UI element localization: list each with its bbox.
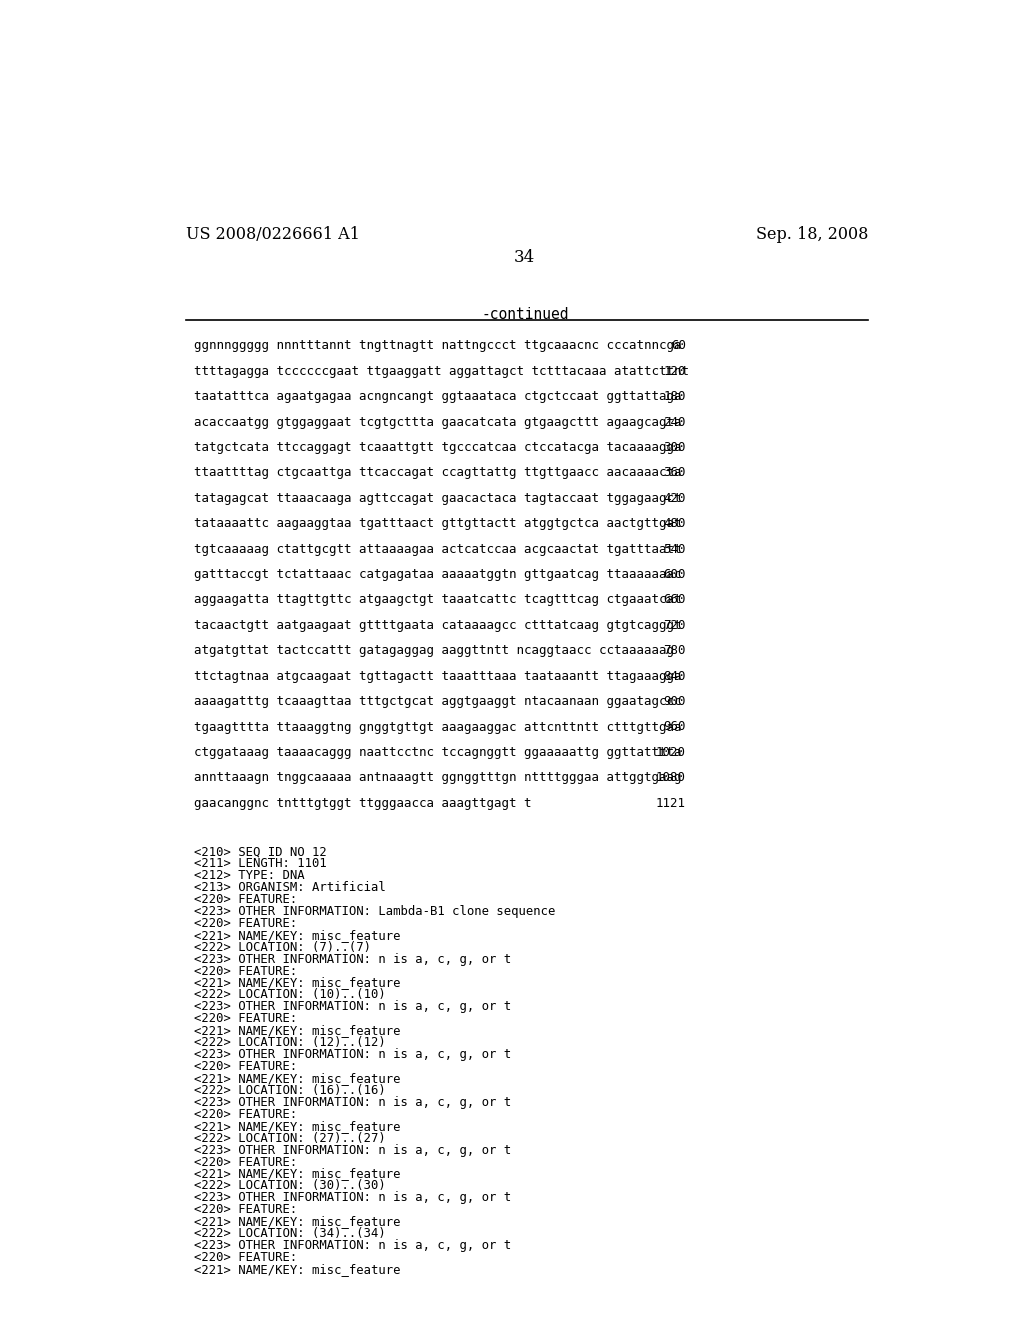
Text: ggnnnggggg nnntttannt tngttnagtt nattngccct ttgcaaacnc cccatnncga: ggnnnggggg nnntttannt tngttnagtt nattngc… <box>194 339 681 352</box>
Text: <223> OTHER INFORMATION: Lambda-B1 clone sequence: <223> OTHER INFORMATION: Lambda-B1 clone… <box>194 906 555 917</box>
Text: 960: 960 <box>664 721 686 734</box>
Text: <221> NAME/KEY: misc_feature: <221> NAME/KEY: misc_feature <box>194 1072 400 1085</box>
Text: <220> FEATURE:: <220> FEATURE: <box>194 965 297 978</box>
Text: 300: 300 <box>664 441 686 454</box>
Text: <220> FEATURE:: <220> FEATURE: <box>194 1251 297 1265</box>
Text: <223> OTHER INFORMATION: n is a, c, g, or t: <223> OTHER INFORMATION: n is a, c, g, o… <box>194 1096 511 1109</box>
Text: US 2008/0226661 A1: US 2008/0226661 A1 <box>186 226 360 243</box>
Text: 900: 900 <box>664 696 686 708</box>
Text: <221> NAME/KEY: misc_feature: <221> NAME/KEY: misc_feature <box>194 1216 400 1228</box>
Text: <223> OTHER INFORMATION: n is a, c, g, or t: <223> OTHER INFORMATION: n is a, c, g, o… <box>194 1239 511 1253</box>
Text: ttctagtnaa atgcaagaat tgttagactt taaatttaaa taataaantt ttagaaagga: ttctagtnaa atgcaagaat tgttagactt taaattt… <box>194 669 681 682</box>
Text: <220> FEATURE:: <220> FEATURE: <box>194 1107 297 1121</box>
Text: 480: 480 <box>664 517 686 531</box>
Text: tatgctcata ttccaggagt tcaaattgtt tgcccatcaa ctccatacga tacaaaagga: tatgctcata ttccaggagt tcaaattgtt tgcccat… <box>194 441 681 454</box>
Text: <222> LOCATION: (30)..(30): <222> LOCATION: (30)..(30) <box>194 1180 386 1192</box>
Text: 660: 660 <box>664 594 686 606</box>
Text: ttttagagga tccccccgaat ttgaaggatt aggattagct tctttacaaa atattcttnt: ttttagagga tccccccgaat ttgaaggatt aggatt… <box>194 364 689 378</box>
Text: <221> NAME/KEY: misc_feature: <221> NAME/KEY: misc_feature <box>194 1024 400 1038</box>
Text: 1121: 1121 <box>656 797 686 809</box>
Text: <221> NAME/KEY: misc_feature: <221> NAME/KEY: misc_feature <box>194 1263 400 1276</box>
Text: <221> NAME/KEY: misc_feature: <221> NAME/KEY: misc_feature <box>194 977 400 990</box>
Text: ctggataaag taaaacaggg naattcctnc tccagnggtt ggaaaaattg ggttatttta: ctggataaag taaaacaggg naattcctnc tccagng… <box>194 746 681 759</box>
Text: atgatgttat tactccattt gatagaggag aaggttntt ncaggtaacc cctaaaaaag: atgatgttat tactccattt gatagaggag aaggttn… <box>194 644 674 657</box>
Text: taatatttca agaatgagaa acngncangt ggtaaataca ctgctccaat ggttattaga: taatatttca agaatgagaa acngncangt ggtaaat… <box>194 391 681 403</box>
Text: 240: 240 <box>664 416 686 429</box>
Text: <220> FEATURE:: <220> FEATURE: <box>194 1060 297 1073</box>
Text: 420: 420 <box>664 492 686 504</box>
Text: <220> FEATURE:: <220> FEATURE: <box>194 1012 297 1026</box>
Text: 540: 540 <box>664 543 686 556</box>
Text: <212> TYPE: DNA: <212> TYPE: DNA <box>194 869 304 882</box>
Text: <222> LOCATION: (7)..(7): <222> LOCATION: (7)..(7) <box>194 941 371 954</box>
Text: 34: 34 <box>514 249 536 267</box>
Text: <220> FEATURE:: <220> FEATURE: <box>194 892 297 906</box>
Text: tacaactgtt aatgaagaat gttttgaata cataaaagcc ctttatcaag gtgtcagggt: tacaactgtt aatgaagaat gttttgaata cataaaa… <box>194 619 681 632</box>
Text: <220> FEATURE:: <220> FEATURE: <box>194 917 297 929</box>
Text: <220> FEATURE:: <220> FEATURE: <box>194 1204 297 1216</box>
Text: gaacanggnc tntttgtggt ttgggaacca aaagttgagt t: gaacanggnc tntttgtggt ttgggaacca aaagttg… <box>194 797 531 809</box>
Text: tgaagtttta ttaaaggtng gnggtgttgt aaagaaggac attcnttntt ctttgttgaa: tgaagtttta ttaaaggtng gnggtgttgt aaagaag… <box>194 721 681 734</box>
Text: ttaattttag ctgcaattga ttcaccagat ccagttattg ttgttgaacc aacaaaacta: ttaattttag ctgcaattga ttcaccagat ccagtta… <box>194 466 681 479</box>
Text: 120: 120 <box>664 364 686 378</box>
Text: <222> LOCATION: (16)..(16): <222> LOCATION: (16)..(16) <box>194 1084 386 1097</box>
Text: <222> LOCATION: (27)..(27): <222> LOCATION: (27)..(27) <box>194 1131 386 1144</box>
Text: aggaagatta ttagttgttc atgaagctgt taaatcattc tcagtttcag ctgaaatcat: aggaagatta ttagttgttc atgaagctgt taaatca… <box>194 594 681 606</box>
Text: <222> LOCATION: (12)..(12): <222> LOCATION: (12)..(12) <box>194 1036 386 1049</box>
Text: acaccaatgg gtggaggaat tcgtgcttta gaacatcata gtgaagcttt agaagcagta: acaccaatgg gtggaggaat tcgtgcttta gaacatc… <box>194 416 681 429</box>
Text: tatagagcat ttaaacaaga agttccagat gaacactaca tagtaccaat tggagaagct: tatagagcat ttaaacaaga agttccagat gaacact… <box>194 492 681 504</box>
Text: <221> NAME/KEY: misc_feature: <221> NAME/KEY: misc_feature <box>194 929 400 941</box>
Text: <223> OTHER INFORMATION: n is a, c, g, or t: <223> OTHER INFORMATION: n is a, c, g, o… <box>194 953 511 966</box>
Text: aaaagatttg tcaaagttaa tttgctgcat aggtgaaggt ntacaanaan ggaatagccc: aaaagatttg tcaaagttaa tttgctgcat aggtgaa… <box>194 696 681 708</box>
Text: <223> OTHER INFORMATION: n is a, c, g, or t: <223> OTHER INFORMATION: n is a, c, g, o… <box>194 1143 511 1156</box>
Text: 1020: 1020 <box>656 746 686 759</box>
Text: 840: 840 <box>664 669 686 682</box>
Text: <211> LENGTH: 1101: <211> LENGTH: 1101 <box>194 857 327 870</box>
Text: <221> NAME/KEY: misc_feature: <221> NAME/KEY: misc_feature <box>194 1167 400 1180</box>
Text: gatttaccgt tctattaaac catgagataa aaaaatggtn gttgaatcag ttaaaaaaac: gatttaccgt tctattaaac catgagataa aaaaatg… <box>194 568 681 581</box>
Text: 180: 180 <box>664 391 686 403</box>
Text: <222> LOCATION: (10)..(10): <222> LOCATION: (10)..(10) <box>194 989 386 1002</box>
Text: <213> ORGANISM: Artificial: <213> ORGANISM: Artificial <box>194 880 386 894</box>
Text: <220> FEATURE:: <220> FEATURE: <box>194 1155 297 1168</box>
Text: <221> NAME/KEY: misc_feature: <221> NAME/KEY: misc_feature <box>194 1119 400 1133</box>
Text: <223> OTHER INFORMATION: n is a, c, g, or t: <223> OTHER INFORMATION: n is a, c, g, o… <box>194 1192 511 1204</box>
Text: <210> SEQ ID NO 12: <210> SEQ ID NO 12 <box>194 845 327 858</box>
Text: 360: 360 <box>664 466 686 479</box>
Text: 1080: 1080 <box>656 771 686 784</box>
Text: 600: 600 <box>664 568 686 581</box>
Text: <222> LOCATION: (34)..(34): <222> LOCATION: (34)..(34) <box>194 1228 386 1241</box>
Text: <223> OTHER INFORMATION: n is a, c, g, or t: <223> OTHER INFORMATION: n is a, c, g, o… <box>194 1048 511 1061</box>
Text: -continued: -continued <box>481 308 568 322</box>
Text: 60: 60 <box>671 339 686 352</box>
Text: annttaaagn tnggcaaaaa antnaaagtt ggnggtttgn nttttgggaa attggtgaag: annttaaagn tnggcaaaaa antnaaagtt ggnggtt… <box>194 771 681 784</box>
Text: 780: 780 <box>664 644 686 657</box>
Text: tgtcaaaaag ctattgcgtt attaaaagaa actcatccaa acgcaactat tgatttaatt: tgtcaaaaag ctattgcgtt attaaaagaa actcatc… <box>194 543 681 556</box>
Text: 720: 720 <box>664 619 686 632</box>
Text: <223> OTHER INFORMATION: n is a, c, g, or t: <223> OTHER INFORMATION: n is a, c, g, o… <box>194 1001 511 1014</box>
Text: Sep. 18, 2008: Sep. 18, 2008 <box>756 226 868 243</box>
Text: tataaaattc aagaaggtaa tgatttaact gttgttactt atggtgctca aactgttgat: tataaaattc aagaaggtaa tgatttaact gttgtta… <box>194 517 681 531</box>
